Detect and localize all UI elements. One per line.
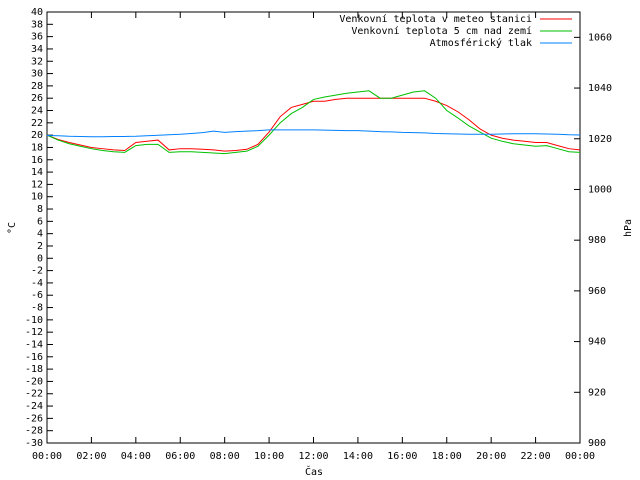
y-tick-label: 16 — [31, 155, 43, 166]
y-tick-label: 6 — [37, 216, 43, 227]
y-tick-label: 12 — [31, 179, 43, 190]
y-tick-label: -20 — [25, 376, 43, 387]
x-axis-label: Čas — [305, 465, 323, 478]
y2-tick-label: 1000 — [588, 184, 612, 195]
y-tick-label: 34 — [31, 44, 43, 55]
y-tick-label: -4 — [31, 278, 43, 289]
y-tick-label: 0 — [37, 253, 43, 264]
y-tick-label: 36 — [31, 32, 43, 43]
y-tick-label: 26 — [31, 93, 43, 104]
y-tick-label: -18 — [25, 364, 43, 375]
x-tick-label: 06:00 — [165, 451, 195, 462]
y-tick-label: -30 — [25, 438, 43, 449]
y-tick-label: -26 — [25, 413, 43, 424]
y-tick-label: -16 — [25, 352, 43, 363]
y2-tick-label: 940 — [588, 337, 606, 348]
y2-tick-label: 980 — [588, 235, 606, 246]
y2-tick-label: 920 — [588, 387, 606, 398]
x-tick-label: 20:00 — [476, 451, 506, 462]
y-tick-label: -2 — [31, 266, 43, 277]
x-tick-label: 12:00 — [298, 451, 328, 462]
data-line — [46, 90, 581, 155]
y-axis-label: °C — [7, 222, 18, 234]
x-tick-label: 16:00 — [387, 451, 417, 462]
y-tick-label: -12 — [25, 327, 43, 338]
y-tick-label: 18 — [31, 142, 43, 153]
y-tick-label: -8 — [31, 303, 43, 314]
plot-frame — [46, 11, 581, 444]
x-tick-label: 00:00 — [32, 451, 62, 462]
x-tick-label: 22:00 — [521, 451, 551, 462]
y2-tick-label: 1060 — [588, 32, 612, 43]
y-tick-label: -22 — [25, 389, 43, 400]
y-tick-label: 14 — [31, 167, 43, 178]
y2-axis-label: hPa — [623, 219, 634, 237]
x-tick-label: 00:00 — [565, 451, 595, 462]
y-tick-label: -10 — [25, 315, 43, 326]
y-tick-label: 38 — [31, 19, 43, 30]
y-tick-label: -28 — [25, 426, 43, 437]
legend-label: Venkovní teplota 5 cm nad zemí — [351, 25, 532, 37]
legend-label: Atmosférický tlak — [430, 37, 532, 49]
x-tick-label: 18:00 — [432, 451, 462, 462]
y-tick-label: 30 — [31, 69, 43, 80]
x-tick-label: 08:00 — [210, 451, 240, 462]
y-tick-label: 2 — [37, 241, 43, 252]
y2-tick-label: 900 — [588, 438, 606, 449]
data-line — [46, 97, 581, 152]
y-tick-label: -6 — [31, 290, 43, 301]
data-line — [46, 129, 581, 138]
y-tick-label: 22 — [31, 118, 43, 129]
y-tick-label: 24 — [31, 106, 43, 117]
x-tick-label: 04:00 — [121, 451, 151, 462]
y2-tick-label: 1020 — [588, 134, 612, 145]
y-tick-label: 40 — [31, 7, 43, 18]
y-tick-label: 4 — [37, 229, 43, 240]
x-tick-label: 02:00 — [76, 451, 106, 462]
y-tick-label: -24 — [25, 401, 43, 412]
y-tick-label: 32 — [31, 56, 43, 67]
legend-label: Venkovní teplota v meteo stanici — [339, 13, 532, 25]
y-tick-label: 8 — [37, 204, 43, 215]
y-tick-label: 20 — [31, 130, 43, 141]
x-tick-label: 14:00 — [343, 451, 373, 462]
y-tick-label: 28 — [31, 81, 43, 92]
x-tick-label: 10:00 — [254, 451, 284, 462]
y-tick-label: 10 — [31, 192, 43, 203]
y2-tick-label: 1040 — [588, 83, 612, 94]
y2-tick-label: 960 — [588, 286, 606, 297]
y-tick-label: -14 — [25, 339, 43, 350]
